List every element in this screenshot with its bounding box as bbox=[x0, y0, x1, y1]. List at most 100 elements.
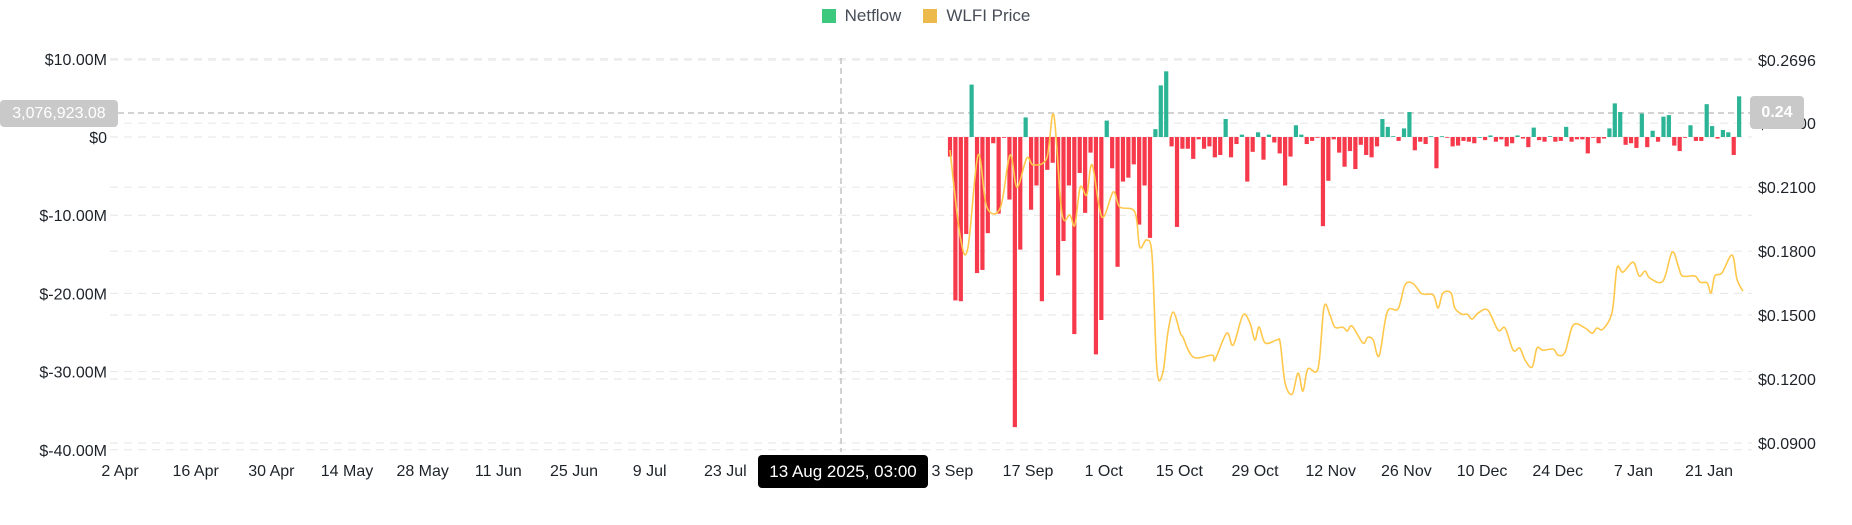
netflow-bar-negative[interactable] bbox=[1353, 137, 1358, 170]
netflow-bar-negative[interactable] bbox=[1147, 137, 1153, 238]
netflow-bar-negative[interactable] bbox=[1212, 137, 1217, 158]
netflow-bar-negative[interactable] bbox=[964, 137, 969, 234]
netflow-bar-negative[interactable] bbox=[1537, 137, 1542, 141]
netflow-bar-negative[interactable] bbox=[974, 137, 980, 274]
netflow-bar-negative[interactable] bbox=[1201, 137, 1207, 149]
netflow-bar-positive[interactable] bbox=[1618, 111, 1623, 137]
netflow-bar-negative[interactable] bbox=[1288, 137, 1293, 157]
netflow-bar-negative[interactable] bbox=[1218, 137, 1223, 155]
netflow-bar-positive[interactable] bbox=[1439, 136, 1444, 138]
netflow-bar-negative[interactable] bbox=[1207, 137, 1212, 147]
netflow-bar-positive[interactable] bbox=[1023, 117, 1028, 137]
netflow-bar-negative[interactable] bbox=[1034, 137, 1039, 186]
netflow-bar-negative[interactable] bbox=[1126, 137, 1131, 178]
netflow-bar-negative[interactable] bbox=[1574, 137, 1580, 140]
netflow-bar-negative[interactable] bbox=[1196, 137, 1201, 140]
netflow-bar-negative[interactable] bbox=[980, 137, 985, 270]
netflow-bar-negative[interactable] bbox=[1310, 137, 1315, 141]
netflow-bar-negative[interactable] bbox=[1347, 137, 1353, 152]
netflow-bar-negative[interactable] bbox=[1493, 137, 1499, 142]
netflow-bar-negative[interactable] bbox=[1039, 137, 1044, 302]
netflow-bar-negative[interactable] bbox=[1261, 137, 1266, 160]
netflow-bar-negative[interactable] bbox=[1142, 137, 1147, 186]
netflow-bar-negative[interactable] bbox=[1553, 137, 1558, 142]
netflow-bar-negative[interactable] bbox=[1682, 137, 1688, 138]
netflow-bar-negative[interactable] bbox=[1526, 137, 1531, 148]
legend-item-wlfi-price[interactable]: WLFI Price bbox=[923, 6, 1030, 26]
netflow-bar-negative[interactable] bbox=[1077, 137, 1082, 173]
netflow-bar-positive[interactable] bbox=[1153, 129, 1158, 137]
netflow-bar-positive[interactable] bbox=[1704, 104, 1709, 137]
netflow-bar-negative[interactable] bbox=[1504, 137, 1509, 147]
netflow-bar-negative[interactable] bbox=[1580, 137, 1585, 140]
netflow-bar-positive[interactable] bbox=[1385, 126, 1390, 137]
netflow-bar-negative[interactable] bbox=[1461, 137, 1466, 141]
netflow-bar-positive[interactable] bbox=[1401, 128, 1407, 137]
netflow-bar-negative[interactable] bbox=[1634, 137, 1639, 148]
netflow-bar-negative[interactable] bbox=[1131, 137, 1136, 165]
netflow-bar-negative[interactable] bbox=[991, 137, 996, 144]
netflow-bar-negative[interactable] bbox=[1450, 137, 1455, 147]
netflow-bar-negative[interactable] bbox=[1342, 137, 1347, 167]
netflow-bar-negative[interactable] bbox=[1715, 137, 1720, 139]
netflow-bar-negative[interactable] bbox=[1180, 137, 1185, 149]
netflow-bar-negative[interactable] bbox=[1699, 137, 1704, 141]
netflow-bar-positive[interactable] bbox=[1158, 85, 1163, 137]
netflow-bar-negative[interactable] bbox=[996, 137, 1001, 214]
netflow-bar-negative[interactable] bbox=[953, 137, 958, 301]
netflow-bar-negative[interactable] bbox=[1396, 137, 1401, 141]
netflow-bar-negative[interactable] bbox=[985, 137, 990, 234]
netflow-bar-positive[interactable] bbox=[1428, 136, 1434, 138]
netflow-bar-negative[interactable] bbox=[1591, 137, 1596, 138]
legend-item-netflow[interactable]: Netflow bbox=[821, 6, 901, 26]
netflow-bar-negative[interactable] bbox=[1520, 137, 1526, 139]
netflow-bar-negative[interactable] bbox=[1731, 137, 1736, 155]
netflow-bar-negative[interactable] bbox=[1472, 137, 1477, 144]
netflow-bar-negative[interactable] bbox=[1369, 137, 1374, 158]
netflow-bar-negative[interactable] bbox=[1272, 137, 1277, 143]
netflow-bar-positive[interactable] bbox=[1223, 119, 1228, 137]
netflow-bar-positive[interactable] bbox=[1255, 132, 1261, 137]
netflow-bar-negative[interactable] bbox=[958, 137, 963, 302]
netflow-bar-negative[interactable] bbox=[947, 137, 953, 157]
netflow-bar-negative[interactable] bbox=[1677, 137, 1682, 152]
netflow-bar-positive[interactable] bbox=[1720, 129, 1726, 137]
netflow-bar-positive[interactable] bbox=[1547, 136, 1553, 138]
netflow-bar-positive[interactable] bbox=[1239, 134, 1244, 137]
netflow-bar-negative[interactable] bbox=[1007, 137, 1012, 200]
netflow-bar-negative[interactable] bbox=[1120, 137, 1126, 182]
netflow-bar-negative[interactable] bbox=[1072, 137, 1077, 335]
netflow-bar-negative[interactable] bbox=[1412, 137, 1417, 151]
netflow-bar-negative[interactable] bbox=[1088, 137, 1093, 153]
netflow-bar-negative[interactable] bbox=[1482, 137, 1488, 141]
netflow-bar-negative[interactable] bbox=[1110, 137, 1115, 169]
netflow-bar-positive[interactable] bbox=[1612, 103, 1617, 137]
netflow-bar-positive[interactable] bbox=[1407, 111, 1412, 137]
netflow-bar-negative[interactable] bbox=[1304, 137, 1309, 145]
netflow-bar-negative[interactable] bbox=[1191, 137, 1196, 159]
netflow-bar-negative[interactable] bbox=[1358, 137, 1363, 145]
netflow-bar-positive[interactable] bbox=[1380, 119, 1385, 137]
netflow-bar-negative[interactable] bbox=[1510, 137, 1515, 144]
netflow-bar-positive[interactable] bbox=[1661, 116, 1666, 137]
netflow-bar-negative[interactable] bbox=[1066, 137, 1072, 186]
netflow-bar-positive[interactable] bbox=[1688, 125, 1693, 137]
netflow-bar-negative[interactable] bbox=[1099, 137, 1104, 320]
netflow-bar-positive[interactable] bbox=[1639, 113, 1644, 137]
netflow-bar-positive[interactable] bbox=[1515, 135, 1520, 137]
netflow-bar-negative[interactable] bbox=[1374, 137, 1380, 147]
netflow-bar-positive[interactable] bbox=[1266, 134, 1271, 137]
netflow-bar-negative[interactable] bbox=[1331, 137, 1336, 140]
netflow-bar-positive[interactable] bbox=[1293, 125, 1299, 137]
netflow-bar-negative[interactable] bbox=[1655, 137, 1661, 142]
netflow-bar-positive[interactable] bbox=[1737, 96, 1742, 137]
netflow-bar-negative[interactable] bbox=[1320, 137, 1326, 227]
netflow-bar-negative[interactable] bbox=[1418, 137, 1423, 142]
netflow-bar-negative[interactable] bbox=[1234, 137, 1239, 145]
netflow-bar-negative[interactable] bbox=[1423, 137, 1428, 145]
netflow-bar-positive[interactable] bbox=[1477, 137, 1482, 138]
netflow-bar-negative[interactable] bbox=[1569, 137, 1574, 142]
netflow-bar-negative[interactable] bbox=[1012, 137, 1017, 428]
netflow-bar-negative[interactable] bbox=[1137, 137, 1142, 225]
